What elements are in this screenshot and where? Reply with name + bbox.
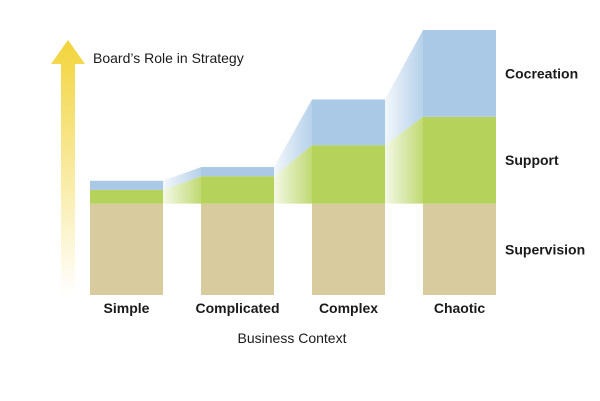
connector-support-1 <box>274 145 312 204</box>
bar-chaotic-supervision <box>423 203 496 295</box>
y-axis-title: Board’s Role in Strategy <box>93 50 244 66</box>
category-label-complicated: Complicated <box>195 300 279 316</box>
layer-label-cocreation: Cocreation <box>505 65 578 81</box>
bar-complicated-support <box>201 176 274 204</box>
connector-cocreation-0 <box>163 167 201 190</box>
bar-simple-support <box>90 189 163 204</box>
x-axis-title: Business Context <box>238 330 347 346</box>
bar-chaotic-cocreation <box>423 30 496 117</box>
bar-simple-cocreation <box>90 180 163 190</box>
layer-label-support: Support <box>505 152 559 168</box>
connector-support-0 <box>163 176 201 204</box>
bar-complex-cocreation <box>312 99 385 146</box>
stacked-bars <box>90 30 496 295</box>
category-labels: Simple Complicated Complex Chaotic <box>104 300 486 316</box>
bar-complex-supervision <box>312 203 385 295</box>
bar-simple-supervision <box>90 203 163 295</box>
connector-bands <box>163 30 423 204</box>
bar-chaotic-support <box>423 116 496 204</box>
bar-complex-support <box>312 145 385 204</box>
connector-support-2 <box>385 116 423 204</box>
layer-label-supervision: Supervision <box>505 241 585 257</box>
connector-cocreation-2 <box>385 30 423 146</box>
bar-complicated-cocreation <box>201 167 274 177</box>
category-label-chaotic: Chaotic <box>434 300 486 316</box>
connector-cocreation-1 <box>274 99 312 177</box>
layer-labels: Supervision Support Cocreation <box>505 65 585 257</box>
vertical-arrow-icon <box>51 40 85 296</box>
bar-complicated-supervision <box>201 203 274 295</box>
category-label-complex: Complex <box>319 300 378 316</box>
category-label-simple: Simple <box>104 300 150 316</box>
